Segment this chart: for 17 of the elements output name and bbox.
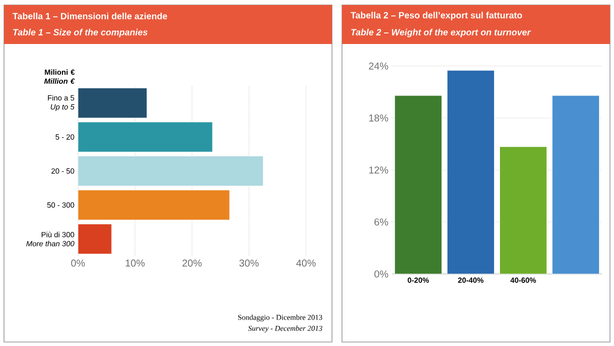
y-tick-label: 0% [374, 270, 388, 278]
chart-subtitle: Table 1 – Size of the companies [13, 28, 148, 38]
y-tick-label: 12% [369, 166, 388, 174]
y-tick-label: 18% [369, 114, 388, 122]
y-tick-label: 24% [368, 62, 388, 70]
y-tick-label: 6% [374, 218, 388, 226]
x-tick-label: 0% [71, 260, 85, 267]
bar [78, 88, 148, 118]
chart-subtitle: Table 2 – Weight of the export on turnover [351, 28, 531, 38]
x-tick-label: 10% [126, 260, 145, 267]
bar [78, 122, 213, 152]
x-tick-label: 20% [182, 260, 202, 267]
chart-title: Tabella 2 – Peso dell’export sul fatturato [350, 12, 522, 20]
chart-title: Tabella 1 – Dimensioni delle aziende [12, 12, 168, 20]
x-tick-label: 30% [239, 260, 259, 267]
bar [78, 156, 264, 186]
x-tick-label: 40% [296, 260, 316, 267]
